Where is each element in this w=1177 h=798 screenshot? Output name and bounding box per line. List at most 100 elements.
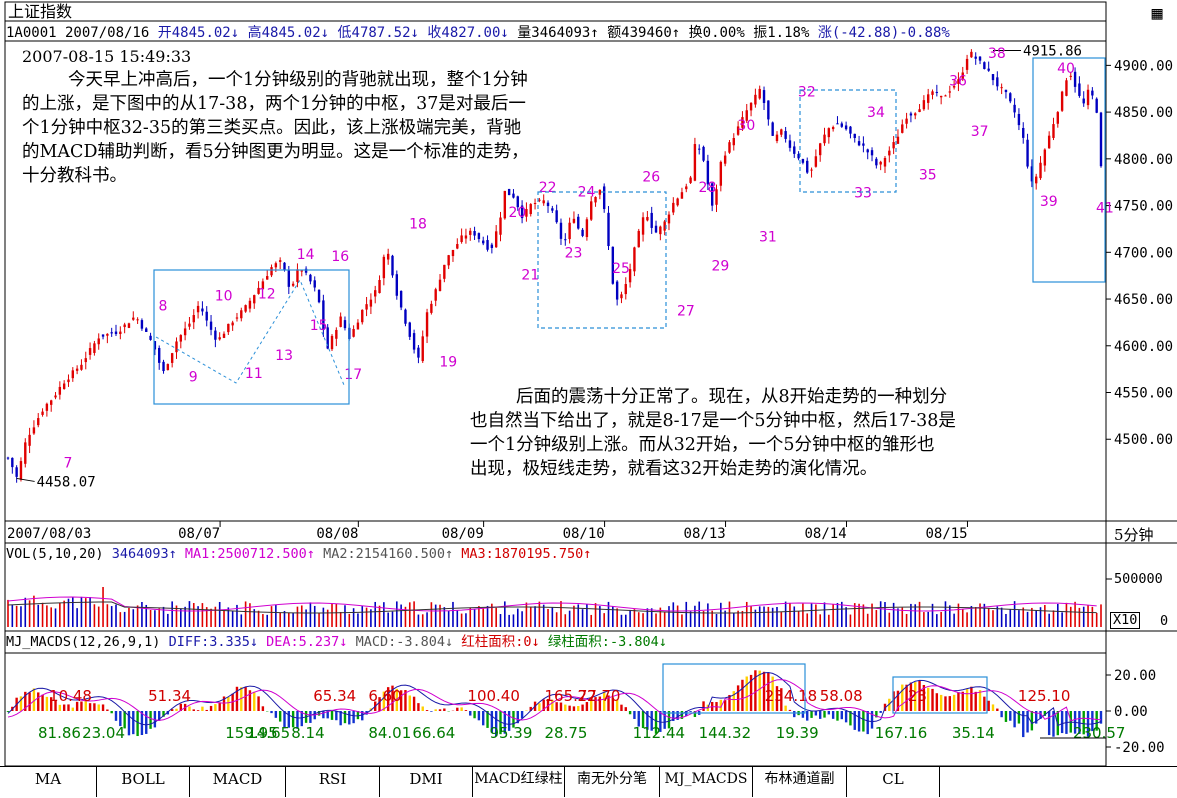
tab-fenbi[interactable]: 南无外分笔 — [565, 767, 660, 797]
candle-body — [6, 457, 10, 459]
candle-body — [412, 333, 416, 350]
candle-body — [1034, 176, 1038, 184]
wave-label: 39 — [1040, 194, 1058, 210]
y-tick-label: 4650.00 — [1114, 292, 1173, 308]
tab-ma[interactable]: MA — [0, 767, 97, 797]
candle-body — [11, 457, 14, 468]
volume-multiplier[interactable]: X10 — [1110, 612, 1141, 629]
candle-body — [641, 217, 645, 235]
candle-body — [1022, 127, 1025, 138]
tab-cl[interactable]: CL — [847, 767, 940, 797]
y-tick-label: 4800.00 — [1114, 152, 1173, 168]
tab-dmi[interactable]: DMI — [380, 767, 473, 797]
candle-body — [50, 400, 53, 405]
up-arrow-icon: ↑ — [306, 546, 315, 562]
down-arrow-icon: ↓ — [531, 634, 540, 650]
candle-body — [469, 230, 472, 235]
candle-body — [425, 312, 429, 337]
candle-body — [922, 100, 926, 110]
macd-tick-label: 0.00 — [1114, 704, 1148, 720]
green-area-label: 112.44 — [633, 724, 686, 742]
low-marker-line — [16, 477, 35, 482]
candle-body — [702, 146, 705, 161]
note-top-line: 十分教科书。 — [22, 166, 127, 186]
wave-label: 7 — [63, 456, 72, 472]
volume-ma2: MA2:2154160.500 — [323, 546, 445, 562]
candle-body — [300, 270, 303, 272]
note-top-line: 个1分钟中枢32-35的第三类买点。因此，该上涨极端完美，背驰 — [22, 118, 522, 138]
candle-body — [1069, 75, 1072, 77]
candle-body — [192, 315, 195, 323]
candle-body — [278, 260, 282, 262]
tab-mj-macds[interactable]: MJ_MACDS — [660, 767, 753, 797]
menu-icon[interactable]: ▦ — [1151, 3, 1163, 24]
wave-label: 40 — [1057, 61, 1075, 77]
wave-label: 9 — [189, 370, 198, 386]
candle-body — [80, 364, 83, 370]
candle-body — [520, 205, 524, 219]
candle-body — [438, 279, 442, 291]
wave-label: 29 — [712, 258, 730, 274]
candle-body — [408, 322, 411, 337]
tab-macd-red-green[interactable]: MACD红绿柱 — [473, 767, 565, 797]
wave-label: 13 — [275, 348, 293, 364]
macd-legend: MJ_MACDS(12,26,9,1) DIFF:3.335↓ DEA:5.23… — [6, 633, 667, 651]
candle-body — [313, 280, 316, 288]
low-marker-label: 4458.07 — [37, 474, 96, 490]
candle-body — [1078, 83, 1081, 96]
candle-body — [585, 219, 589, 238]
candle-body — [374, 290, 377, 297]
candle-body — [525, 208, 528, 217]
candle-body — [957, 79, 960, 84]
candle-body — [516, 196, 519, 208]
candle-body — [369, 299, 373, 307]
candle-body — [654, 225, 658, 233]
candle-body — [732, 137, 735, 146]
wave-label: 36 — [949, 73, 967, 89]
candle-body — [659, 226, 662, 235]
candle-body — [983, 62, 986, 69]
candle-body — [875, 158, 878, 166]
candle-body — [710, 183, 714, 206]
x-tick-label: 08/09 — [442, 526, 484, 542]
code-date: 1A0001 2007/08/16 — [6, 25, 150, 41]
candle-body — [987, 68, 990, 71]
candle-body — [140, 320, 144, 329]
tab-macd[interactable]: MACD — [190, 767, 286, 797]
candle-body — [296, 269, 299, 282]
candle-body — [533, 202, 537, 204]
candle-body — [1000, 87, 1003, 89]
candle-body — [620, 294, 623, 299]
note-top-line: 今天早上冲高后，一个1分钟级别的背驰就出现，整个1分钟 — [68, 70, 528, 90]
candle-body — [970, 51, 973, 58]
candle-body — [1017, 113, 1021, 126]
candle-body — [771, 122, 774, 136]
candle-body — [37, 418, 40, 426]
candle-body — [119, 331, 122, 335]
candle-body — [996, 77, 999, 87]
candle-body — [326, 327, 329, 349]
candle-body — [291, 283, 295, 286]
candle-body — [166, 364, 170, 371]
candle-body — [1013, 104, 1016, 113]
candle-body — [421, 336, 424, 362]
turnover-value: 换0.00% — [688, 25, 745, 41]
tab-bollinger-sub[interactable]: 布林通道副 — [753, 767, 847, 797]
candle-body — [1099, 112, 1103, 167]
red-area-label: 10.48 — [49, 687, 92, 705]
center-box-8-17 — [153, 269, 350, 405]
tab-rsi[interactable]: RSI — [286, 767, 380, 797]
volume-title: VOL(5,10,20) — [6, 546, 104, 562]
x-tick-label: 08/07 — [178, 526, 220, 542]
candle-body — [473, 231, 476, 236]
period-label[interactable]: 5分钟 — [1114, 526, 1154, 544]
candle-body — [685, 186, 688, 190]
tab-boll[interactable]: BOLL — [97, 767, 190, 797]
candle-body — [97, 338, 100, 345]
candle-body — [447, 255, 450, 266]
wave-label: 33 — [854, 185, 872, 201]
candle-body — [244, 305, 247, 312]
timestamp: 2007-08-15 15:49:33 — [22, 47, 192, 66]
macd-box-1 — [662, 663, 806, 714]
high-value: 高4845.02 — [247, 25, 321, 41]
